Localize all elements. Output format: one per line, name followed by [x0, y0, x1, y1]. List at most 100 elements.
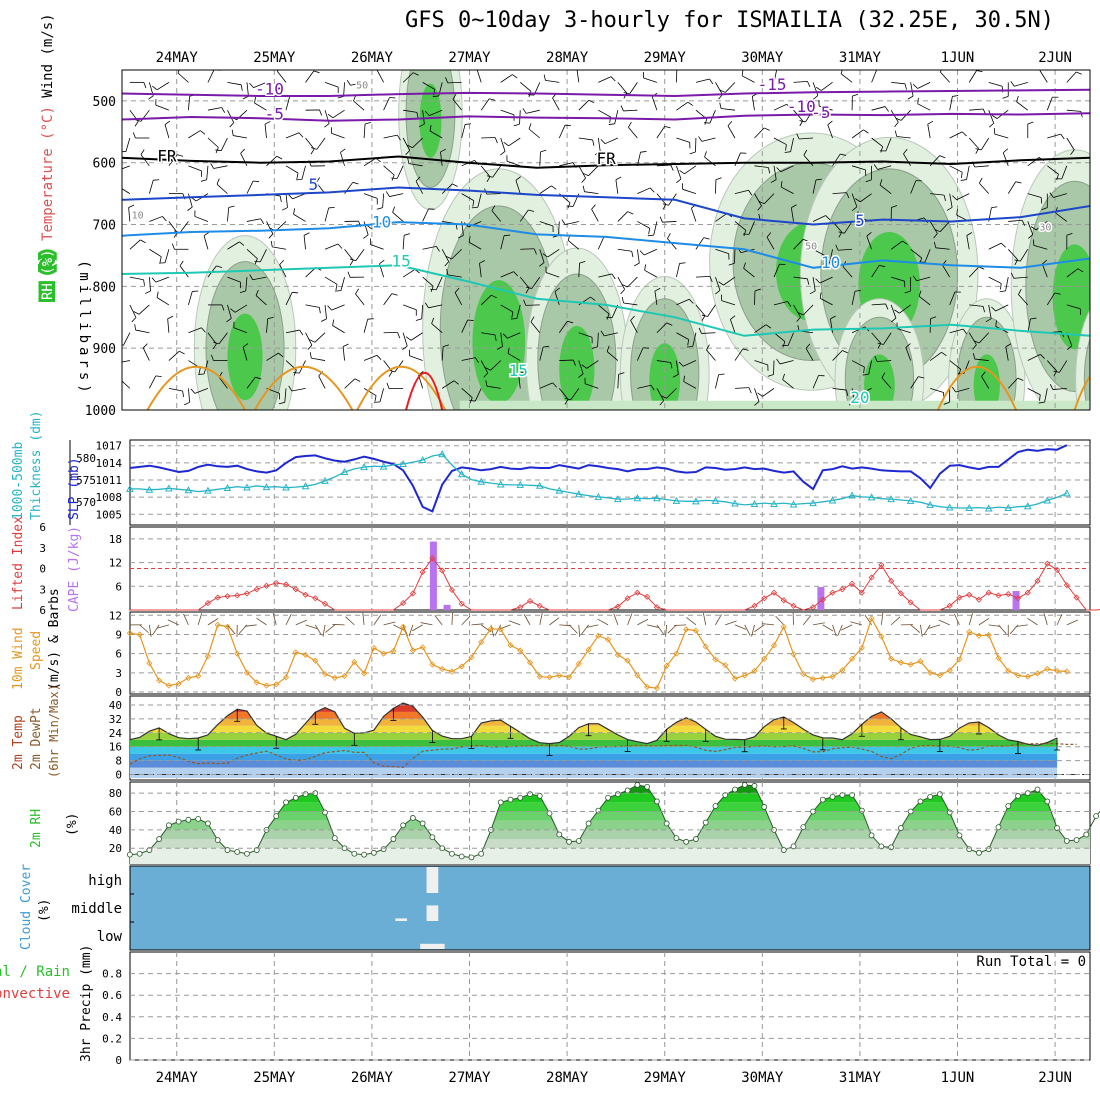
wind-barb-feather	[758, 200, 765, 205]
wind-barb-feather	[159, 256, 162, 263]
wind-speed-point	[995, 655, 1002, 662]
wind-barb	[636, 152, 641, 166]
rh-point	[966, 846, 973, 853]
wind-barb-feather	[239, 241, 245, 246]
lifted-index-point	[1073, 594, 1080, 601]
wind-barb	[741, 75, 755, 83]
bottom-date-label: 30MAY	[741, 1070, 784, 1086]
wind-speed-point	[273, 681, 280, 688]
wind-barb	[1005, 346, 1009, 361]
wind-barb-feather	[718, 373, 725, 376]
wind-barb-feather	[939, 70, 942, 73]
wind-barb	[773, 165, 777, 180]
wind-barb-10m	[938, 619, 950, 626]
temp-line	[130, 702, 1058, 746]
wind-barb	[539, 249, 545, 263]
wind-barb	[1055, 212, 1068, 222]
lifted-index-point	[624, 595, 631, 602]
wind-barb	[516, 304, 521, 319]
wind-barb-feather	[522, 108, 527, 114]
top-date-label: 27MAY	[448, 50, 491, 66]
wind-barb-10m	[383, 621, 396, 626]
wind-speed-point	[185, 674, 192, 681]
rh-point	[244, 850, 250, 857]
chart-title: GFS 0~10day 3-hourly for ISMAILIA (32.25…	[405, 8, 1055, 33]
wind-barb	[402, 137, 411, 151]
slp-tick-label: 1017	[96, 440, 123, 453]
wind-barb-feather	[827, 120, 833, 126]
cape-bar	[1012, 591, 1020, 610]
bottom-date-label: 27MAY	[448, 1070, 491, 1086]
rh-band	[130, 820, 1090, 830]
wind-barb-feather	[230, 308, 236, 313]
wind-barb	[558, 388, 569, 400]
wind-barb-feather	[542, 253, 548, 258]
wind-barb	[519, 209, 529, 222]
wind-speed-point	[946, 667, 953, 674]
wind-speed-point	[809, 676, 817, 683]
wind-barb	[988, 81, 1003, 87]
wind-barb	[578, 263, 580, 278]
wind-barb-feather	[407, 157, 410, 164]
wind-barb-feather	[152, 85, 158, 91]
wind-barb-feather	[379, 259, 385, 265]
wind-barb-feather	[594, 151, 601, 156]
wind-barb-feather	[140, 149, 145, 155]
dewpoint-line	[130, 742, 1077, 769]
wind-barb-feather	[956, 209, 958, 216]
wind-barb-10m	[890, 616, 901, 626]
wind-barb-10m	[272, 613, 277, 625]
wind-barb-feather	[479, 260, 486, 264]
wind-barb-10m	[494, 624, 502, 636]
top-date-label: 26MAY	[351, 50, 394, 66]
wind-barb	[558, 321, 568, 333]
rh-point	[458, 853, 465, 860]
wind-barb	[782, 379, 794, 389]
wind-barb-feather	[791, 204, 797, 208]
wind-barb-feather	[1041, 207, 1048, 211]
wind-barb	[617, 374, 619, 389]
wind-barb-feather	[467, 319, 474, 321]
wind-barb-feather	[877, 342, 884, 345]
lifted-index-point	[1024, 589, 1031, 596]
wind-barb	[155, 104, 170, 111]
thickness-point	[945, 503, 954, 511]
thickness-point	[223, 483, 232, 491]
wind-speed-point	[858, 644, 865, 651]
wind-barb	[408, 163, 423, 167]
wind-barb-10m	[802, 615, 812, 626]
wind-barb	[480, 98, 490, 111]
wind-barb-feather	[873, 164, 878, 170]
wind-barb-feather	[918, 290, 922, 297]
wind-barb	[715, 213, 728, 222]
wind-barb-feather	[796, 316, 801, 322]
wind-barb-feather	[767, 374, 774, 377]
wind-barb-feather	[578, 373, 584, 378]
thickness-point	[1023, 502, 1032, 510]
wind-barb-10m	[837, 624, 843, 637]
wind-barb-feather	[748, 190, 753, 196]
wind-barb	[832, 153, 841, 167]
wind-barb-feather	[279, 195, 282, 203]
wind-barb	[812, 277, 816, 291]
wind-barb	[206, 165, 209, 180]
wind-barb	[545, 80, 560, 83]
wind-barb-10m	[523, 614, 531, 626]
cloud-ylabel-2: (%)	[37, 899, 52, 922]
wind-barb	[917, 82, 931, 89]
temp-band	[130, 753, 1058, 761]
wind-barb-feather	[1014, 259, 1021, 262]
wind-barb-feather	[264, 121, 271, 125]
rh-point	[702, 819, 709, 826]
wind-barb-10m	[197, 613, 203, 625]
wind-barb	[233, 135, 248, 139]
wind-speed-point	[614, 651, 621, 658]
wind-speed-point	[702, 643, 709, 650]
wind-barb-feather	[683, 375, 686, 382]
wind-barb-10m	[471, 623, 484, 626]
wind-barb	[441, 380, 455, 389]
wind-speed-point	[1053, 667, 1061, 674]
wind-barb-feather	[444, 261, 450, 267]
wind-barb-feather	[324, 123, 330, 128]
wind-speed-point	[429, 661, 436, 668]
